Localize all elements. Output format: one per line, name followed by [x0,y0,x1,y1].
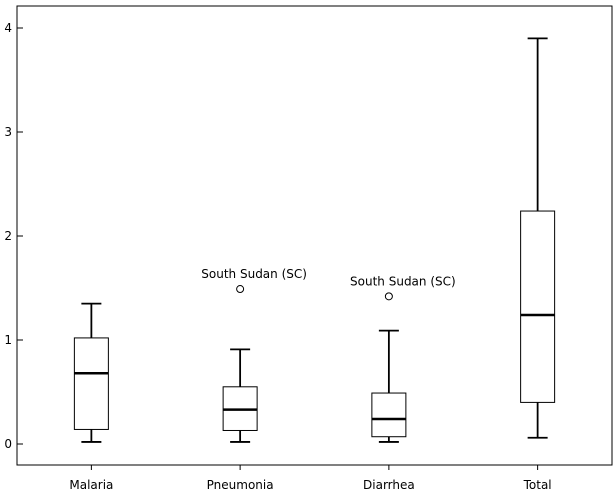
box-body-total [520,210,556,403]
box-body-diarrhea [371,392,407,438]
y-tick-label-3: 3 [4,125,12,139]
x-tick-label-diarrhea: Diarrhea [363,478,415,492]
x-tick-label-pneumonia: Pneumonia [207,478,274,492]
y-tick-label-4: 4 [4,21,12,35]
box-total [520,37,556,439]
box-diarrhea: South Sudan (SC) [350,274,456,443]
y-tick-label-2: 2 [4,229,12,243]
x-tick-label-total: Total [523,478,552,492]
y-axis: 0 1 2 3 4 [4,21,23,451]
box-malaria [73,302,109,443]
boxes-group: South Sudan (SC) South Sudan (SC) [73,37,556,443]
box-pneumonia: South Sudan (SC) [201,267,307,443]
outlier-label-pneumonia-0: South Sudan (SC) [201,267,307,281]
x-axis: Malaria Pneumonia Diarrhea Total [69,465,552,492]
y-tick-label-0: 0 [4,437,12,451]
x-tick-label-malaria: Malaria [69,478,113,492]
y-tick-label-1: 1 [4,333,12,347]
outlier-label-diarrhea-0: South Sudan (SC) [350,274,456,288]
outlier-diarrhea-0 [384,292,393,301]
box-body-malaria [73,337,109,430]
outlier-pneumonia-0 [236,285,245,294]
